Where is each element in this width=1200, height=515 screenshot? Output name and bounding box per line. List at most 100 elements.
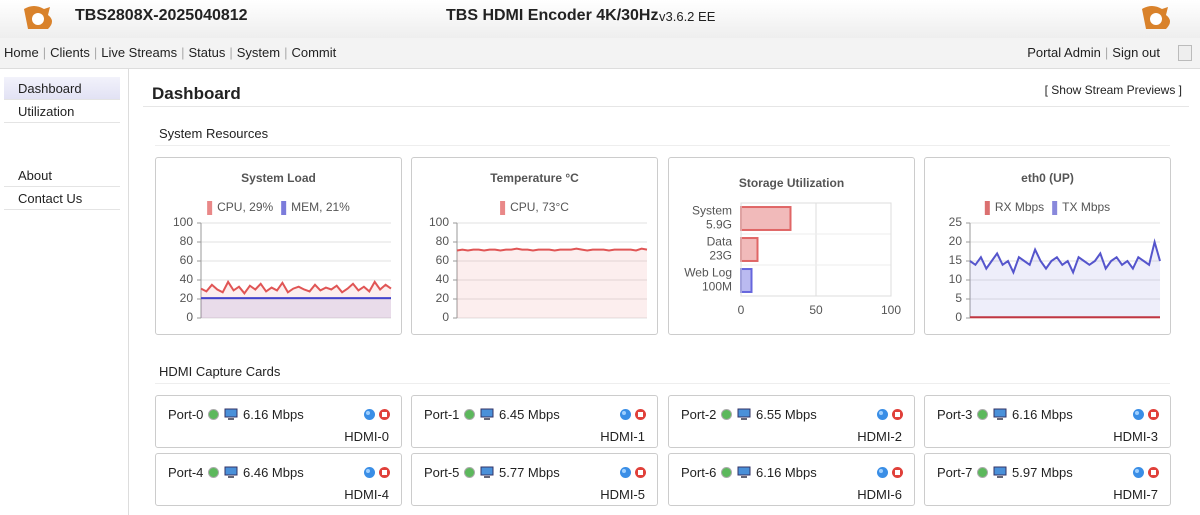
- y-tick-label: 20: [436, 291, 450, 305]
- preview-button-shape: [622, 469, 626, 473]
- stop-button-shape: [382, 470, 387, 475]
- show-previews[interactable]: [ Show Stream Previews ]: [1044, 83, 1182, 97]
- port-name: Port-5: [424, 465, 460, 480]
- port-name: Port-6: [681, 465, 717, 480]
- bar: [740, 237, 759, 262]
- preview-button-shape: [364, 409, 375, 420]
- logo: [1142, 6, 1170, 29]
- port-name: Port-0: [168, 407, 204, 422]
- logo: [24, 6, 52, 29]
- stop-button[interactable]: [1147, 466, 1161, 480]
- chart: System Load CPU, 29% MEM, 21% 0 20 40 60 80 100: [173, 171, 392, 324]
- stop-button-shape: [379, 409, 390, 420]
- preview-button-shape: [620, 409, 631, 420]
- sidebar-link[interactable]: Dashboard: [4, 77, 120, 100]
- nav-link[interactable]: System: [236, 45, 281, 60]
- menu-icon[interactable]: [1178, 45, 1192, 61]
- stop-button[interactable]: [891, 466, 905, 480]
- sidebar-link[interactable]: Contact Us: [4, 187, 120, 210]
- chart-card: System Load CPU, 29% MEM, 21% 0 20 40 60 80 100: [155, 157, 402, 335]
- status-dot: [720, 466, 734, 480]
- monitor-icon-shape: [224, 408, 238, 420]
- nav-link[interactable]: Home: [4, 45, 39, 60]
- port-name: Port-4: [168, 465, 204, 480]
- bitrate: 6.46 Mbps: [243, 465, 304, 480]
- chart: eth0 (UP) RX Mbps TX Mbps 0 5 10 15 20 25: [949, 171, 1161, 324]
- status-dot-shape: [464, 409, 475, 420]
- preview-button-shape: [879, 411, 883, 415]
- stop-button-shape: [892, 409, 903, 420]
- stop-button[interactable]: [1147, 408, 1161, 422]
- monitor-icon-shape: [993, 408, 1007, 420]
- y-tick-label: 20: [949, 234, 963, 248]
- status-dot-shape: [721, 467, 732, 478]
- stop-button[interactable]: [378, 466, 392, 480]
- stop-button-shape: [892, 467, 903, 478]
- preview-button[interactable]: [619, 466, 633, 480]
- preview-button-shape: [620, 467, 631, 478]
- header: TBS2808X-2025040812 TBS HDMI Encoder 4K/…: [0, 0, 1200, 38]
- capture-card: Port-4 6.46 Mbps HDMI-4: [155, 453, 402, 506]
- capture-card: Port-3 6.16 Mbps HDMI-3: [924, 395, 1171, 448]
- legend-swatch: [207, 201, 213, 215]
- plot-frame: [740, 202, 892, 297]
- y-tick-label: 20: [180, 291, 194, 305]
- preview-button-shape: [877, 467, 888, 478]
- nav-link[interactable]: Status: [188, 45, 226, 60]
- stop-button-shape: [638, 412, 643, 417]
- separator: |: [1104, 45, 1109, 60]
- capture-card: Port-1 6.45 Mbps HDMI-1: [411, 395, 658, 448]
- preview-button[interactable]: [363, 408, 377, 422]
- preview-button[interactable]: [619, 408, 633, 422]
- stop-button[interactable]: [378, 408, 392, 422]
- preview-button[interactable]: [876, 466, 890, 480]
- preview-button[interactable]: [363, 466, 377, 480]
- stop-button-shape: [379, 467, 390, 478]
- monitor-icon-shape: [997, 418, 1003, 420]
- section-header: System Resources: [155, 125, 1170, 146]
- status-dot-shape: [977, 467, 988, 478]
- nav-link[interactable]: Portal Admin: [1027, 45, 1101, 60]
- monitor-icon-shape: [741, 418, 747, 420]
- preview-button-shape: [620, 409, 631, 420]
- bar: [740, 268, 753, 293]
- chart-title: System Load: [241, 171, 316, 185]
- preview-button[interactable]: [1132, 408, 1146, 422]
- card-label: HDMI-1: [600, 429, 645, 444]
- sidebar-link[interactable]: About: [4, 164, 120, 187]
- status-dot-shape: [464, 467, 475, 478]
- preview-button[interactable]: [876, 408, 890, 422]
- category-label: Web Log: [684, 266, 732, 280]
- stop-button[interactable]: [634, 408, 648, 422]
- bitrate: 6.16 Mbps: [756, 465, 817, 480]
- y-tick-label: 100: [429, 215, 449, 229]
- bitrate: 5.97 Mbps: [1012, 465, 1073, 480]
- monitor-icon: [480, 408, 494, 422]
- category-label: Data: [707, 235, 733, 249]
- status-dot-shape: [208, 409, 219, 420]
- preview-button-shape: [1133, 467, 1144, 478]
- preview-button-shape: [1135, 411, 1139, 415]
- monitor-icon-shape: [993, 466, 1007, 478]
- nav-link[interactable]: Clients: [50, 45, 90, 60]
- preview-button[interactable]: [1132, 466, 1146, 480]
- separator: |: [181, 45, 185, 60]
- nav-link[interactable]: Live Streams: [101, 45, 178, 60]
- status-dot-shape: [464, 467, 475, 478]
- line: [200, 279, 392, 295]
- monitor-icon-shape: [228, 476, 234, 478]
- monitor-icon-shape: [737, 466, 751, 478]
- stop-button[interactable]: [634, 466, 648, 480]
- chart-card: Temperature °C CPU, 73°C 0 20 40 60 80 100: [411, 157, 658, 335]
- stop-button[interactable]: [891, 408, 905, 422]
- nav-link[interactable]: Sign out: [1112, 45, 1160, 60]
- device-name: TBS2808X-2025040812: [75, 7, 248, 24]
- preview-button-shape: [877, 467, 888, 478]
- preview-button-shape: [879, 469, 883, 473]
- nav-link[interactable]: Commit: [291, 45, 337, 60]
- category-sublabel: 5.9G: [706, 218, 732, 232]
- sidebar-link[interactable]: Utilization: [4, 100, 120, 123]
- stop-button-shape: [638, 470, 643, 475]
- y-tick-label: 60: [436, 253, 450, 267]
